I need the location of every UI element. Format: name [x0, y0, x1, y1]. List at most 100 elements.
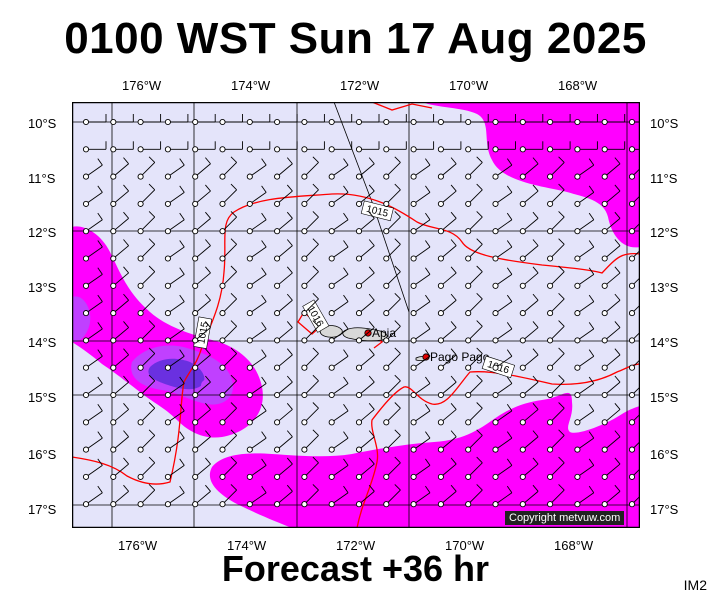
- barb-shaft: [577, 410, 595, 423]
- barb-station: [355, 446, 363, 453]
- barb-station: [547, 391, 554, 399]
- barb-feather: [97, 349, 103, 357]
- barb-station: [519, 255, 526, 262]
- barb-station: [110, 337, 117, 344]
- barb-feather: [450, 403, 457, 410]
- barb-station: [547, 173, 554, 180]
- barb-shaft: [304, 407, 319, 423]
- barb-shaft: [140, 353, 156, 369]
- barb-feather: [286, 211, 293, 219]
- barb-station: [492, 446, 499, 453]
- barb-shaft: [331, 164, 349, 177]
- lon-label-top: 170°W: [449, 78, 489, 93]
- barb-station: [274, 473, 281, 480]
- barb-station: [383, 419, 390, 426]
- barb-station: [437, 118, 444, 126]
- barb-station: [574, 364, 581, 371]
- barb-station: [601, 255, 608, 262]
- barb-shaft: [276, 217, 293, 232]
- barb-feather: [97, 240, 103, 248]
- barb-station: [628, 146, 636, 153]
- barb-feather: [205, 403, 211, 410]
- barb-feather: [394, 484, 401, 491]
- barb-feather: [205, 484, 211, 492]
- barb-station: [274, 391, 281, 399]
- barb-feather: [97, 212, 103, 220]
- barb-shaft: [604, 299, 621, 314]
- barb-station: [601, 337, 608, 344]
- barb-shaft: [522, 190, 539, 205]
- barb-station: [164, 282, 171, 289]
- barb-shaft: [167, 301, 185, 314]
- barb-station: [301, 282, 308, 289]
- barb-feather: [286, 293, 293, 301]
- barb-feather: [261, 376, 267, 384]
- barb-shaft: [331, 492, 349, 505]
- barb-feather: [506, 376, 513, 384]
- barb-station: [192, 364, 199, 371]
- barb-station: [219, 228, 226, 235]
- barb-feather: [97, 267, 103, 275]
- barb-station: [274, 173, 281, 180]
- barb-shaft: [222, 407, 237, 423]
- barb-feather: [588, 240, 595, 248]
- barb-feather: [558, 292, 565, 300]
- barb-station: [519, 228, 526, 235]
- barb-feather: [205, 430, 211, 438]
- barb-shaft: [358, 327, 375, 341]
- barb-feather: [123, 348, 129, 356]
- barb-station: [519, 337, 526, 344]
- barb-station: [492, 200, 499, 207]
- barb-feather: [532, 266, 539, 274]
- barb-station: [82, 310, 90, 317]
- lat-label-left: 15°S: [28, 390, 57, 405]
- barb-shaft: [222, 462, 237, 478]
- barb-shaft: [522, 272, 539, 287]
- barb-feather: [343, 322, 349, 330]
- barb-station: [82, 501, 90, 508]
- barb-station: [328, 446, 335, 453]
- barb-station: [601, 419, 608, 426]
- barb-shaft: [413, 219, 431, 232]
- barb-station: [410, 255, 417, 262]
- barb-feather: [123, 239, 129, 246]
- barb-feather: [343, 185, 349, 193]
- barb-feather: [476, 265, 483, 272]
- barb-station: [628, 173, 636, 180]
- barb-station: [628, 337, 636, 344]
- barb-shaft: [358, 381, 375, 396]
- barb-station: [410, 501, 417, 508]
- barb-shaft: [140, 435, 156, 450]
- barb-feather: [394, 211, 401, 218]
- barb-shaft: [113, 490, 129, 505]
- barb-feather: [558, 402, 565, 409]
- barb-station: [82, 337, 90, 344]
- barb-shaft: [85, 328, 103, 341]
- barb-feather: [450, 457, 457, 465]
- barb-shaft: [413, 273, 431, 287]
- barb-station: [492, 501, 499, 508]
- barb-station: [355, 473, 363, 480]
- barb-shaft: [577, 328, 595, 341]
- barb-station: [246, 337, 253, 344]
- barb-feather: [476, 429, 483, 436]
- barb-feather: [286, 184, 293, 192]
- barb-feather: [312, 292, 319, 300]
- barb-station: [328, 228, 335, 235]
- barb-shaft: [276, 409, 293, 423]
- barb-station: [492, 282, 499, 289]
- barb-feather: [286, 430, 293, 438]
- barb-station: [601, 118, 608, 126]
- barb-station: [192, 501, 199, 508]
- barb-shaft: [85, 246, 103, 259]
- barb-shaft: [304, 462, 319, 478]
- barb-shaft: [495, 273, 513, 287]
- barb-station: [219, 419, 226, 426]
- barb-feather: [368, 184, 375, 192]
- barb-feather: [425, 404, 431, 412]
- barb-station: [601, 446, 608, 453]
- barb-feather: [97, 404, 103, 412]
- barb-feather: [450, 484, 457, 492]
- barb-station: [601, 391, 608, 399]
- barb-station: [574, 310, 581, 317]
